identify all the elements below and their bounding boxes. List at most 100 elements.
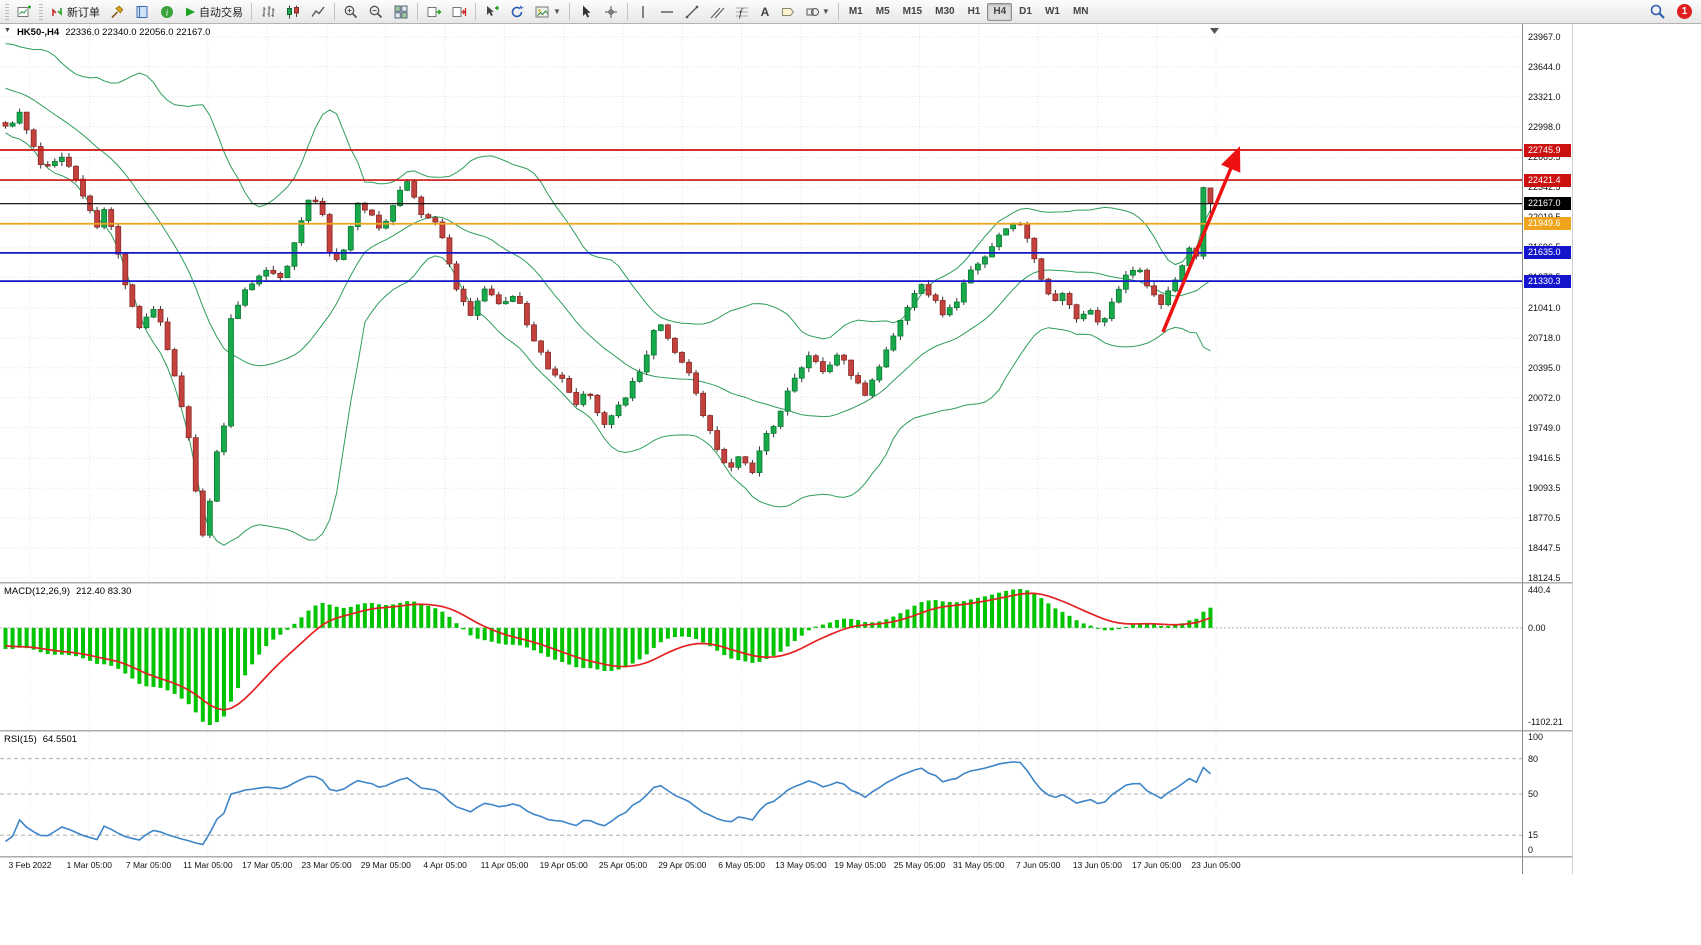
label-tool-button[interactable] bbox=[776, 2, 800, 22]
rsi-canvas[interactable] bbox=[0, 732, 1522, 856]
toolbar-separator bbox=[475, 3, 476, 20]
chart-properties-button[interactable]: ▼ bbox=[530, 2, 565, 22]
toolbar-separator bbox=[334, 3, 335, 20]
toolbar-separator bbox=[626, 3, 628, 20]
shapes-icon bbox=[806, 7, 819, 16]
timeframe-w1-button[interactable]: W1 bbox=[1044, 6, 1060, 17]
channel-button[interactable] bbox=[705, 2, 729, 22]
rsi-label: RSI(15) bbox=[4, 734, 37, 745]
hammer-icon bbox=[111, 5, 124, 18]
toolbar-grip[interactable] bbox=[39, 3, 43, 20]
time-axis-label: 11 Mar 05:00 bbox=[183, 860, 233, 870]
line-chart-button[interactable] bbox=[306, 2, 330, 22]
timeframe-mn-button[interactable]: MN bbox=[1072, 6, 1089, 17]
rsi-header: RSI(15) 64.5501 bbox=[4, 734, 77, 745]
trendline-icon bbox=[685, 5, 699, 18]
notification-badge[interactable]: 1 bbox=[1677, 4, 1692, 19]
main-chart-canvas[interactable] bbox=[0, 24, 1522, 582]
tile-windows-button[interactable] bbox=[389, 2, 413, 22]
symbol-expand-icon[interactable]: ▼ bbox=[4, 27, 11, 34]
timeframe-h1-button[interactable]: H1 bbox=[967, 6, 981, 17]
new-order-button[interactable]: 新订单 bbox=[46, 2, 104, 22]
time-axis-label: 19 May 05:00 bbox=[834, 860, 886, 870]
timeframe-d1-button[interactable]: D1 bbox=[1019, 6, 1032, 17]
chevron-down-icon: ▼ bbox=[821, 7, 830, 16]
axis-tick-label: -1102.21 bbox=[1528, 717, 1563, 727]
text-tool-label: A bbox=[760, 4, 770, 19]
bar-chart-button[interactable] bbox=[256, 2, 280, 22]
crosshair-button[interactable] bbox=[599, 2, 623, 22]
axis-tick-label: 20072.0 bbox=[1528, 392, 1561, 403]
toolbar-grip[interactable] bbox=[5, 3, 9, 20]
vertical-line-button[interactable] bbox=[632, 2, 654, 22]
expert-advisors-button[interactable] bbox=[105, 2, 129, 22]
new-chart-icon bbox=[17, 5, 31, 17]
time-axis-label: 19 Apr 05:00 bbox=[539, 860, 588, 870]
panel-divider[interactable] bbox=[0, 730, 1572, 732]
zoom-in-icon bbox=[344, 5, 358, 18]
new-order-icon bbox=[52, 7, 62, 16]
timeframe-m15-button[interactable]: M15 bbox=[902, 6, 923, 17]
chart-shift-button[interactable] bbox=[447, 2, 471, 22]
rsi-value: 64.5501 bbox=[42, 734, 78, 745]
time-axis-label: 13 Jun 05:00 bbox=[1072, 860, 1122, 870]
chart-ohlc-values: 22336.0 22340.0 22056.0 22167.0 bbox=[65, 27, 211, 38]
cursor-button[interactable] bbox=[574, 2, 598, 22]
cursor-icon bbox=[582, 5, 591, 17]
fibonacci-button[interactable]: f bbox=[730, 2, 754, 22]
draw-object-button[interactable] bbox=[480, 2, 504, 22]
market-info-button[interactable]: i bbox=[155, 2, 179, 22]
refresh-button[interactable] bbox=[505, 2, 529, 22]
time-axis-label: 29 Mar 05:00 bbox=[360, 860, 411, 870]
time-axis-label: 13 May 05:00 bbox=[775, 860, 827, 870]
time-axis-label: 3 Feb 2022 bbox=[8, 860, 52, 870]
book-icon bbox=[136, 5, 148, 18]
panel-divider bbox=[0, 856, 1572, 858]
price-axis[interactable]: 23967.0 23644.0 23321.0 22998.0 22665.5 22342… bbox=[1524, 24, 1572, 583]
timeframe-m1-button[interactable]: M1 bbox=[848, 6, 863, 17]
auto-scroll-icon bbox=[427, 6, 442, 17]
zoom-out-button[interactable] bbox=[364, 2, 388, 22]
candlestick-chart-button[interactable] bbox=[281, 2, 305, 22]
search-button[interactable] bbox=[1645, 2, 1670, 22]
macd-header: MACD(12,26,9) 212.40 83.30 bbox=[4, 586, 131, 597]
chart-symbol-period: HK50-,H4 bbox=[16, 27, 60, 38]
channel-icon bbox=[710, 7, 725, 18]
shapes-button[interactable]: ▼ bbox=[801, 2, 834, 22]
text-tool-button[interactable]: A bbox=[755, 2, 775, 22]
toolbar-separator bbox=[417, 3, 418, 20]
toolbar-separator bbox=[251, 3, 252, 20]
axis-tick-label: 19749.0 bbox=[1528, 422, 1561, 433]
time-axis-label: 31 May 05:00 bbox=[953, 860, 1005, 870]
vertical-line-icon bbox=[642, 5, 644, 18]
axis-tick-label: 18770.5 bbox=[1528, 513, 1561, 524]
axis-tick-label: 15 bbox=[1528, 830, 1539, 841]
time-axis-label: 23 Mar 05:00 bbox=[301, 860, 352, 870]
autotrading-label: 自动交易 bbox=[199, 6, 243, 19]
refresh-icon bbox=[511, 5, 524, 17]
time-axis-label: 29 Apr 05:00 bbox=[658, 860, 707, 870]
price-scale-separator bbox=[1522, 24, 1523, 874]
chevron-down-icon: ▼ bbox=[553, 7, 561, 16]
time-axis[interactable]: 3 Feb 2022 1 Mar 05:00 7 Mar 05:00 11 Mar 0… bbox=[0, 858, 1522, 874]
trendline-button[interactable] bbox=[680, 2, 704, 22]
panel-divider[interactable] bbox=[0, 582, 1572, 584]
auto-scroll-button[interactable] bbox=[422, 2, 446, 22]
horizontal-line-icon bbox=[660, 10, 673, 13]
axis-tick-label: 23644.0 bbox=[1528, 61, 1561, 72]
macd-canvas[interactable] bbox=[0, 584, 1522, 730]
timeframe-m30-button[interactable]: M30 bbox=[935, 6, 955, 17]
new-chart-button[interactable] bbox=[12, 2, 36, 22]
history-center-button[interactable] bbox=[130, 2, 154, 22]
price-line-label: 22745.9 bbox=[1524, 143, 1571, 157]
time-axis-label: 6 May 05:00 bbox=[718, 860, 765, 870]
time-axis-label: 7 Mar 05:00 bbox=[125, 860, 172, 870]
axis-tick-label: 50 bbox=[1528, 789, 1539, 799]
axis-tick-label: 23967.0 bbox=[1528, 31, 1561, 42]
autotrading-button[interactable]: 自动交易 bbox=[180, 2, 247, 22]
zoom-in-button[interactable] bbox=[339, 2, 363, 22]
horizontal-line-button[interactable] bbox=[655, 2, 679, 22]
timeframe-m5-button[interactable]: M5 bbox=[875, 6, 890, 17]
timeframe-h4-button[interactable]: H4 bbox=[987, 2, 1013, 21]
main-toolbar: 新订单 i 自动交易 ▼ bbox=[0, 0, 1701, 24]
